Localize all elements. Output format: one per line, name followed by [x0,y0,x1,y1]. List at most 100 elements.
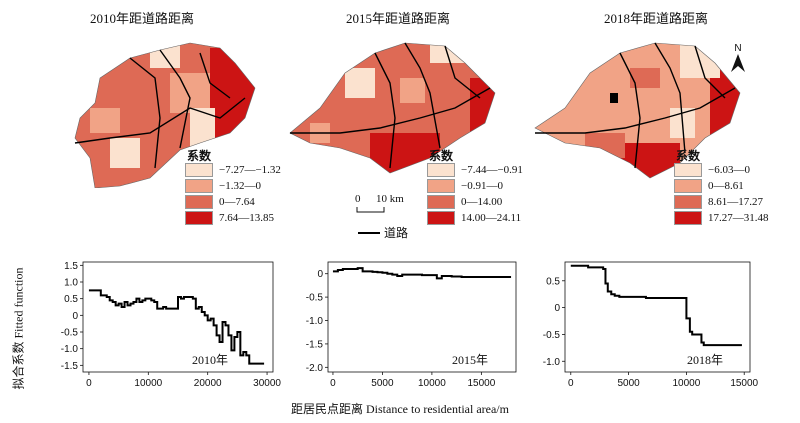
legend-swatch [427,195,455,209]
map-title-2018: 2018年距道路距离 [603,11,708,26]
x-tick-label: 20000 [194,378,222,389]
legend-title-2010: 系数 [187,149,212,163]
map-2018 [534,42,741,179]
legend-swatch [427,179,455,193]
plot-frame [327,261,517,373]
north-arrow-icon: N [731,43,745,72]
road-legend-label: 道路 [384,226,409,240]
x-tick-label: 10000 [134,378,162,389]
legend-item: −0.91—0 [427,179,503,193]
legend-item: −7.44—−0.91 [427,163,523,177]
y-tick-label: -1.0 [61,344,79,355]
legend-item: 0—14.00 [427,195,502,209]
x-tick-label: 10000 [418,378,446,389]
scale-label: 10 km [376,193,404,205]
road-line [444,45,481,99]
road-line [374,52,396,169]
y-tick-label: 0 [554,303,560,314]
x-tick-label: 0 [568,378,574,389]
y-tick-label: -1.5 [61,361,79,372]
y-axis-title: 拟合系数 Fitted function [11,267,26,390]
legend-item: 7.64—13.85 [185,211,274,225]
y-tick-label: 1.0 [64,278,78,289]
y-tick-label: -1.5 [306,339,324,350]
road-line [619,52,641,169]
y-tick-label: 1.5 [64,261,78,272]
x-tick-label: 5000 [617,378,640,389]
x-tick-label: 15000 [730,378,758,389]
map-region [470,78,495,133]
y-tick-label: -0.5 [543,330,561,341]
y-tick-label: 0 [317,269,323,280]
road-line [535,87,736,134]
legend-item: 0—8.61 [674,179,744,193]
legend-swatch [185,179,213,193]
map-title-2015: 2015年距道路距离 [345,11,450,26]
legend-swatch [674,163,702,177]
x-tick-label: 15000 [467,378,495,389]
road-line [290,87,491,134]
map-region [345,68,375,98]
y-tick-label: 0.5 [64,294,78,305]
charts-svg: 0 10000 20000 30000 1.5 1.0 0.5 0 -0.5 -1.0 -1.5 20… [61,261,759,389]
legend-swatch [185,163,213,177]
chart-year-label: 2015年 [452,353,488,367]
legend-title-2015: 系数 [429,149,454,163]
legend-item: −1.32—0 [185,179,261,193]
road-line [199,52,231,99]
plot-frame [564,261,751,373]
map-title-2010: 2010年距道路距离 [89,11,194,26]
map-region [210,48,255,138]
legend-item: 8.61—17.27 [674,195,763,209]
map-region [620,143,680,178]
y-tick-label: -2.0 [306,363,324,374]
chart-2018: 0 5000 10000 15000 0.5 0 -0.5 -1.0 2018年 [543,261,759,389]
map-region [710,68,740,138]
legend-swatch [674,195,702,209]
map-region [400,78,425,103]
road-line [694,45,726,99]
x-tick-label: 0 [330,378,336,389]
map-2010 [74,42,256,188]
legend-item: −7.27—−1.32 [185,163,281,177]
y-tick-label: -0.5 [306,293,324,304]
map-region [110,138,140,168]
road-line [159,49,191,149]
y-tick-label: 0.5 [546,276,560,287]
legend-item: 17.27—31.48 [674,211,769,225]
x-axis-title: 距居民点距离 Distance to residential area/m [291,402,509,416]
chart-year-label: 2018年 [687,353,723,367]
x-tick-label: 0 [86,378,92,389]
road-line [654,42,686,154]
chart-year-label: 2010年 [192,353,228,367]
map-region [90,108,120,133]
fitted-function-line [332,267,512,280]
map-region [170,73,210,113]
legend-item: 0—7.64 [185,195,255,209]
fitted-function-line [88,289,265,365]
road-line [74,97,246,144]
fitted-function-line [570,264,742,347]
road-legend-line [358,232,380,234]
chart-2015: 0 5000 10000 15000 0 -0.5 -1.0 -1.5 -2.0 2015年 [306,261,517,389]
map-region [630,68,660,88]
legend-swatch [427,163,455,177]
legend-swatch [427,211,455,225]
y-tick-label: -0.5 [61,328,79,339]
legend-swatch [674,179,702,193]
scale-zero: 0 [355,193,361,205]
y-tick-label: 0 [72,311,78,322]
road-line [129,57,161,169]
y-tick-label: -1.0 [543,357,561,368]
x-tick-label: 5000 [371,378,394,389]
legend-swatch [185,195,213,209]
legend-title-2018: 系数 [676,149,701,163]
x-tick-label: 30000 [253,378,281,389]
legend-swatch [674,211,702,225]
road-line [404,42,441,149]
legend-swatch [185,211,213,225]
legend-item: 14.00—24.11 [427,211,521,225]
chart-2010: 0 10000 20000 30000 1.5 1.0 0.5 0 -0.5 -1.0 -1.5 20… [61,261,282,389]
y-tick-label: -1.0 [306,316,324,327]
north-label: N [734,43,741,54]
